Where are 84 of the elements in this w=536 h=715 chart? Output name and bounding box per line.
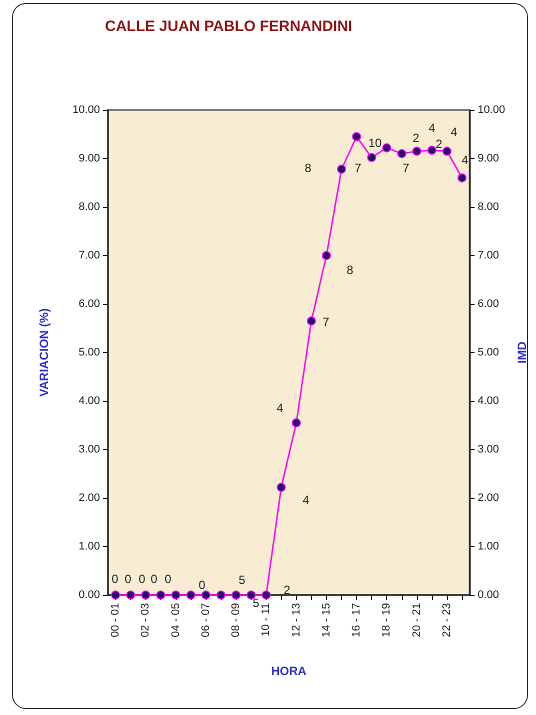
- x-tick-label: 06 - 07: [200, 603, 212, 638]
- point: [246, 590, 256, 600]
- point: [216, 590, 226, 600]
- annotation: 8: [304, 161, 312, 175]
- annotation: 0: [124, 572, 132, 586]
- y2-tick-label: 4.00: [478, 395, 499, 407]
- y-tick-label: 10.00: [72, 104, 100, 116]
- point: [186, 590, 196, 600]
- annotation: 7: [322, 315, 330, 329]
- y2-tick-label: 3.00: [478, 444, 499, 456]
- point: [141, 590, 150, 600]
- text: 5: [252, 596, 260, 610]
- annotation: 0: [112, 572, 119, 586]
- x-tick-label: 22 - 23: [440, 603, 453, 638]
- y-tick-label: 0.00: [78, 589, 100, 601]
- point: [397, 149, 406, 158]
- point: [201, 590, 210, 600]
- y2-tick-label: 2.00: [478, 492, 499, 504]
- annotation: 2: [412, 131, 420, 145]
- x-tick-label: 08 - 09: [230, 603, 242, 638]
- annotation: 7: [354, 161, 362, 175]
- x-tick-label: 14 - 15: [320, 603, 332, 638]
- x-tick-label: 12 - 13: [290, 603, 302, 638]
- x-tick-label: 02 - 03: [140, 603, 152, 638]
- point: [352, 132, 362, 142]
- annotation: 4: [450, 125, 458, 139]
- x-tick-label: 20 - 21: [410, 603, 423, 638]
- annotation: 0: [150, 572, 158, 586]
- annotation: 2: [436, 137, 443, 151]
- y2-tick-label: 10.00: [478, 104, 506, 116]
- point: [276, 482, 286, 492]
- point: [337, 164, 346, 174]
- chart-title: CALLE JUAN PABLO FERNANDINI: [105, 18, 352, 35]
- point: [111, 590, 120, 600]
- annotation: 0: [198, 578, 206, 592]
- x-tick-label: 10 - 11: [260, 603, 272, 636]
- y-tick-label: 2.00: [78, 492, 100, 504]
- point: [442, 146, 452, 156]
- y2-axis-title: IMD: [515, 341, 529, 364]
- point: [156, 590, 166, 600]
- y2-tick-label: 6.00: [478, 298, 499, 310]
- y-tick-label: 1.00: [78, 540, 100, 552]
- y2-tick-label: 7.00: [478, 250, 499, 262]
- annotation: 4: [276, 401, 284, 415]
- point: [306, 316, 316, 326]
- x-axis-title: HORA: [271, 664, 307, 678]
- y2-tick-label: 0.00: [478, 589, 499, 601]
- point: [262, 590, 271, 600]
- point: [292, 418, 301, 428]
- x-tick-label: 00 - 01: [110, 603, 122, 638]
- x-tick-label: 18 - 19: [380, 603, 393, 638]
- annotation: 2: [284, 583, 291, 597]
- y-tick-label: 5.00: [78, 346, 100, 358]
- y-tick-label: 6.00: [78, 298, 100, 310]
- y2-tick-label: 5.00: [478, 346, 499, 358]
- point: [427, 146, 436, 155]
- point: [171, 590, 180, 600]
- y-tick-label: 8.00: [78, 201, 100, 213]
- x-tick-label: 16 - 17: [350, 603, 363, 638]
- point: [412, 146, 422, 156]
- y-axis-title: VARIACION (%): [37, 308, 51, 397]
- y-tick-label: 4.00: [78, 395, 100, 407]
- annotation: 4: [302, 493, 310, 507]
- y2-tick-label: 8.00: [478, 201, 499, 213]
- point: [126, 590, 136, 600]
- point: [232, 590, 241, 600]
- y2-tick-label: 1.00: [478, 540, 499, 552]
- point: [458, 173, 467, 182]
- annotation: 4: [462, 153, 469, 167]
- x-tick-label: 04 - 05: [170, 603, 182, 638]
- annotation: 10: [368, 136, 382, 150]
- annotation: 0: [164, 572, 172, 586]
- annotation: 0: [138, 572, 146, 586]
- y-tick-label: 9.00: [78, 152, 100, 164]
- annotation: 8: [346, 263, 354, 277]
- point: [322, 251, 331, 260]
- y2-tick-label: 9.00: [478, 152, 499, 164]
- annotation: 5: [238, 573, 246, 587]
- y-tick-label: 7.00: [78, 250, 100, 262]
- point: [367, 153, 376, 162]
- y-tick-label: 3.00: [78, 444, 100, 456]
- annotation: 7: [402, 161, 410, 175]
- point: [382, 143, 392, 152]
- annotation: 4: [428, 121, 436, 135]
